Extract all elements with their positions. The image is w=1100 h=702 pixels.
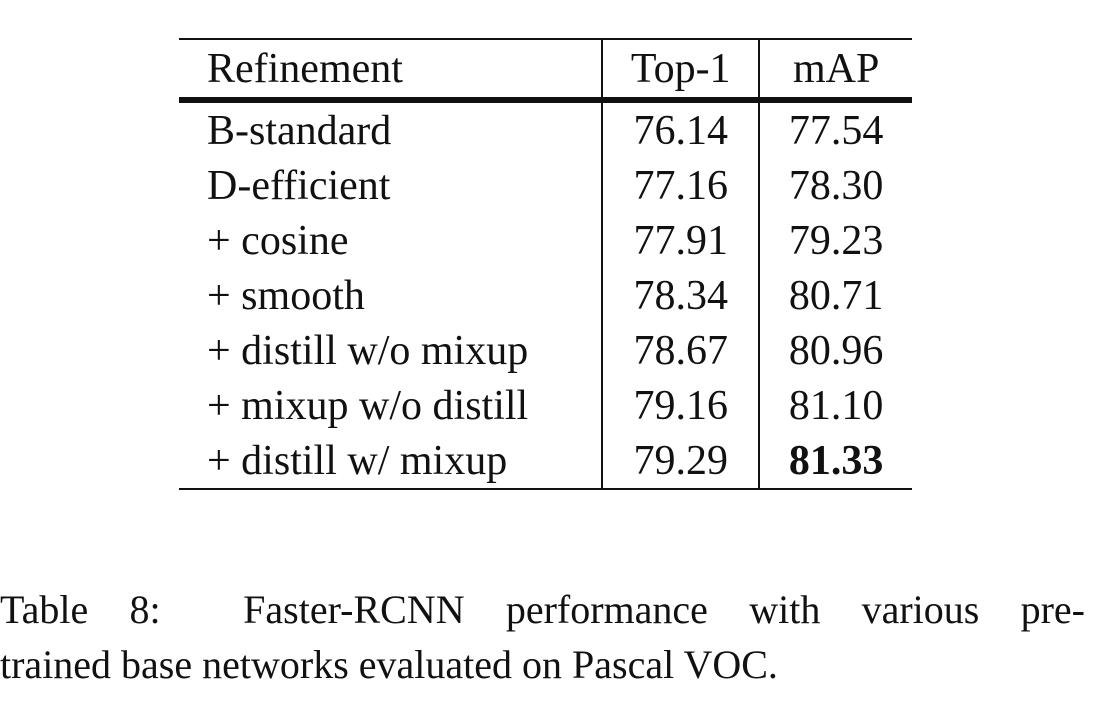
- cell-top1: 79.16: [601, 378, 761, 433]
- cell-map-best: 81.33: [788, 437, 884, 484]
- cell-map: 78.30: [788, 162, 884, 209]
- results-table-container: Refinement Top-1 mAP B-standard 76.14 77…: [179, 38, 912, 490]
- cell-top1: 79.29: [601, 433, 761, 489]
- cell-top1: 78.67: [601, 323, 761, 378]
- cell-refinement: + cosine: [207, 217, 349, 264]
- cell-map: 80.96: [788, 327, 884, 374]
- cell-map: 80.71: [788, 272, 884, 319]
- cell-top1: 77.16: [601, 158, 761, 213]
- cell-refinement: + distill w/ mixup: [207, 437, 508, 484]
- cell-refinement: B-standard: [207, 107, 392, 154]
- cell-map: 77.54: [788, 107, 884, 154]
- table-row: + cosine 77.91 79.23: [179, 213, 912, 268]
- header-top1: Top-1: [601, 39, 761, 100]
- table-row: + distill w/o mixup 78.67 80.96: [179, 323, 912, 378]
- header-refinement: Refinement: [207, 45, 403, 92]
- table-header: Refinement Top-1 mAP: [179, 39, 912, 100]
- results-table: Refinement Top-1 mAP B-standard 76.14 77…: [179, 38, 912, 490]
- table-row: B-standard 76.14 77.54: [179, 100, 912, 158]
- table-row: + smooth 78.34 80.71: [179, 268, 912, 323]
- caption-label: Table 8:: [0, 587, 161, 632]
- table-row: + mixup w/o distill 79.16 81.10: [179, 378, 912, 433]
- table-row: D-efficient 77.16 78.30: [179, 158, 912, 213]
- cell-refinement: + mixup w/o distill: [207, 382, 529, 429]
- table-caption: Table 8: Faster-RCNN performance with va…: [0, 582, 1085, 692]
- header-map: mAP: [792, 45, 880, 92]
- caption-text-1: Faster-RCNN performance with various pre…: [243, 587, 1085, 632]
- cell-refinement: + distill w/o mixup: [207, 327, 529, 374]
- cell-map: 81.10: [788, 382, 884, 429]
- cell-refinement: D-efficient: [207, 162, 391, 209]
- caption-text-2: trained base networks evaluated on Pasca…: [0, 642, 778, 687]
- cell-refinement: + smooth: [207, 272, 365, 319]
- header-row: Refinement Top-1 mAP: [179, 39, 912, 100]
- table-body: B-standard 76.14 77.54 D-efficient 77.16…: [179, 100, 912, 489]
- caption-line-1: Table 8: Faster-RCNN performance with va…: [0, 582, 1085, 637]
- cell-top1: 76.14: [601, 100, 761, 158]
- cell-top1: 77.91: [601, 213, 761, 268]
- cell-map: 79.23: [788, 217, 884, 264]
- cell-top1: 78.34: [601, 268, 761, 323]
- table-row: + distill w/ mixup 79.29 81.33: [179, 433, 912, 489]
